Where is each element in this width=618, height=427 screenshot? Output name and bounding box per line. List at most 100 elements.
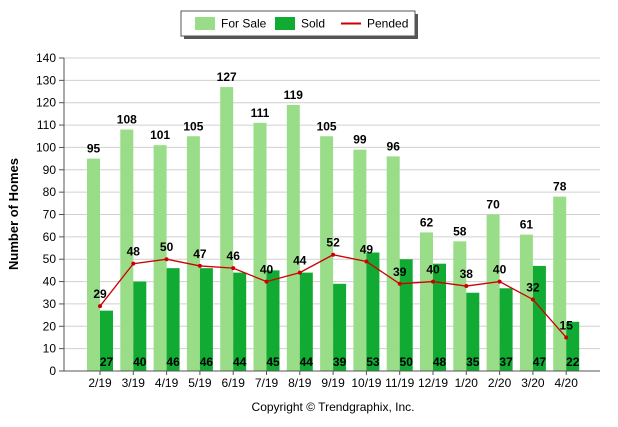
pended-value-label: 40 <box>260 263 274 277</box>
x-tick-label: 7/19 <box>255 376 279 390</box>
x-tick-label: 11/19 <box>385 376 414 390</box>
for-sale-value-label: 99 <box>353 133 367 147</box>
legend: For Sale Sold Pended <box>180 10 418 39</box>
pended-point <box>431 279 435 284</box>
pended-point <box>464 284 469 289</box>
y-tick-label: 130 <box>36 73 56 87</box>
sold-value-label: 46 <box>166 355 180 369</box>
bar-sold <box>466 292 480 371</box>
y-tick-label: 40 <box>43 275 57 289</box>
pended-value-label: 47 <box>193 247 207 261</box>
pended-value-label: 52 <box>326 236 340 250</box>
x-tick-label: 9/19 <box>321 376 345 390</box>
pended-point <box>364 259 369 264</box>
for-sale-value-label: 78 <box>553 180 567 194</box>
x-tick-label: 2/20 <box>488 376 512 390</box>
for-sale-value-label: 101 <box>150 128 170 142</box>
sold-value-label: 53 <box>366 355 380 369</box>
for-sale-value-label: 95 <box>87 142 101 156</box>
y-tick-label: 0 <box>49 364 56 378</box>
for-sale-value-label: 61 <box>520 218 534 232</box>
x-tick-label: 4/19 <box>155 376 179 390</box>
bar-for-sale <box>386 156 400 371</box>
for-sale-value-label: 70 <box>486 198 500 212</box>
y-tick-label: 50 <box>43 252 57 266</box>
sold-value-label: 22 <box>566 355 580 369</box>
bar-sold <box>433 263 446 371</box>
pended-value-label: 15 <box>560 318 574 332</box>
bar-for-sale <box>120 129 134 371</box>
legend-for-sale-label: For Sale <box>221 17 267 31</box>
x-tick-label: 3/20 <box>521 376 545 390</box>
bar-for-sale <box>486 214 500 371</box>
sold-value-label: 44 <box>300 355 314 369</box>
bar-for-sale <box>553 196 567 371</box>
sold-value-label: 45 <box>266 355 280 369</box>
x-tick-label: 5/19 <box>188 376 212 390</box>
pended-point <box>331 252 336 257</box>
pended-value-label: 39 <box>393 265 407 279</box>
x-tick-label: 8/19 <box>288 376 312 390</box>
pended-point <box>497 279 502 284</box>
bar-layer <box>87 87 580 372</box>
for-sale-value-label: 119 <box>284 88 304 102</box>
bar-sold <box>133 281 147 371</box>
legend-pended-label: Pended <box>367 17 408 31</box>
bar-for-sale <box>153 145 167 371</box>
bar-sold <box>399 259 413 371</box>
y-tick-label: 20 <box>43 319 57 333</box>
bar-sold <box>366 252 380 371</box>
y-tick-label: 120 <box>36 96 56 110</box>
pended-value-label: 32 <box>526 280 540 294</box>
bar-sold <box>266 270 280 371</box>
x-tick-label: 2/19 <box>88 376 112 390</box>
x-tick-label: 12/19 <box>418 376 448 390</box>
y-tick-label: 90 <box>43 163 57 177</box>
pended-point <box>164 257 169 262</box>
bar-for-sale <box>453 241 467 371</box>
bar-sold <box>333 283 347 371</box>
for-sale-value-label: 105 <box>317 119 337 133</box>
x-tick-label: 10/19 <box>351 376 381 390</box>
pended-point <box>131 261 136 266</box>
pended-value-label: 44 <box>293 254 307 268</box>
bar-for-sale <box>87 158 100 371</box>
pended-value-label: 48 <box>127 245 141 259</box>
pended-point <box>98 304 102 309</box>
sold-value-label: 27 <box>100 355 114 369</box>
copyright-footer: Copyright © Trendgraphix, Inc. <box>252 400 415 414</box>
pended-point <box>564 335 569 340</box>
for-sale-value-label: 127 <box>217 70 237 84</box>
x-tick-label: 4/20 <box>555 376 579 390</box>
sold-value-label: 40 <box>133 355 147 369</box>
bar-sold <box>499 288 513 371</box>
axis-layer: 0 10 20 30 40 50 60 70 80 90 100 110 120 130 140 2/19 3/… <box>36 51 600 390</box>
sold-value-label: 50 <box>400 355 414 369</box>
bar-for-sale <box>253 122 267 371</box>
y-tick-label: 70 <box>43 208 57 222</box>
sold-value-label: 39 <box>333 355 347 369</box>
pended-value-label: 40 <box>426 263 440 277</box>
bar-sold <box>299 272 313 371</box>
for-sale-value-label: 111 <box>251 106 270 120</box>
pended-value-label: 29 <box>93 287 107 301</box>
bar-for-sale <box>286 104 300 371</box>
sold-value-label: 47 <box>533 355 547 369</box>
bar-for-sale <box>220 87 234 372</box>
bar-for-sale <box>320 136 334 371</box>
y-axis-title: Number of Homes <box>6 158 21 270</box>
bar-for-sale <box>519 234 533 371</box>
pended-point <box>530 297 535 302</box>
y-tick-label: 10 <box>43 342 57 356</box>
pended-value-label: 46 <box>227 249 241 263</box>
for-sale-value-label: 108 <box>117 113 137 127</box>
legend-for-sale-swatch <box>195 17 215 30</box>
legend-sold-label: Sold <box>301 17 325 31</box>
pended-value-label: 49 <box>360 242 374 256</box>
for-sale-value-label: 58 <box>453 224 467 238</box>
x-tick-label: 3/19 <box>122 376 146 390</box>
y-tick-label: 100 <box>36 140 56 154</box>
y-tick-label: 60 <box>43 230 57 244</box>
